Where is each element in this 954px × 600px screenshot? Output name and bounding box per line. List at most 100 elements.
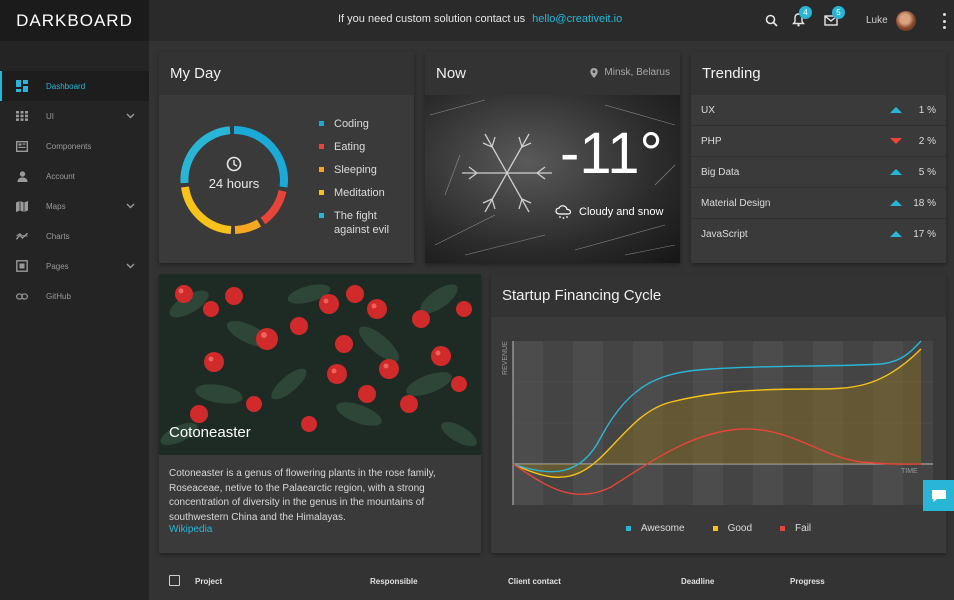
sidebar-item-label: Dashboard: [46, 81, 86, 91]
legend-item: Meditation: [319, 186, 399, 200]
trending-row[interactable]: JavaScript 17 %: [691, 219, 946, 250]
trending-label: Material Design: [701, 197, 771, 209]
trending-row[interactable]: Material Design 18 %: [691, 188, 946, 219]
contact-text: If you need custom solution contact us: [338, 13, 526, 25]
grid-icon: [16, 110, 28, 122]
sidebar-item-label: Components: [46, 141, 92, 151]
trending-title: Trending: [691, 52, 946, 95]
chart-icon: [16, 230, 28, 242]
sidebar-item-github[interactable]: GitHub: [0, 281, 149, 311]
column-header-responsible[interactable]: Responsible: [370, 577, 418, 586]
sidebar-item-account[interactable]: Account: [0, 161, 149, 191]
contact-banner: If you need custom solution contact us h…: [338, 13, 622, 25]
sidebar-item-dashboard[interactable]: Dashboard: [0, 71, 149, 101]
trending-pct: 18 %: [913, 198, 936, 209]
sidebar-item-maps[interactable]: Maps: [0, 191, 149, 221]
financing-line-chart: REVENUE TIME Awesome Good Fail: [491, 317, 946, 553]
plant-description: Cotoneaster is a genus of flowering plan…: [169, 468, 436, 523]
weather-title: Now: [425, 52, 680, 95]
trend-up-icon: [890, 231, 902, 237]
sidebar-item-components[interactable]: Components: [0, 131, 149, 161]
chevron-down-icon: [123, 199, 137, 213]
sidebar-item-ui[interactable]: UI: [0, 101, 149, 131]
trending-pct: 17 %: [913, 229, 936, 240]
chevron-down-icon: [123, 109, 137, 123]
select-all-checkbox[interactable]: [169, 575, 180, 586]
temperature-value: -11°: [560, 121, 663, 186]
chat-button[interactable]: [923, 480, 954, 511]
plant-title: Cotoneaster: [169, 424, 251, 441]
trending-row[interactable]: UX 1 %: [691, 95, 946, 126]
column-header-client-contact[interactable]: Client contact: [508, 577, 561, 586]
brand-logo[interactable]: DARKBOARD: [0, 0, 149, 41]
column-header-project[interactable]: Project: [195, 577, 223, 586]
contact-email-link[interactable]: hello@creativeit.io: [532, 13, 623, 25]
trending-pct: 1 %: [918, 105, 936, 116]
donut-center-label: 24 hours: [209, 176, 260, 191]
messages-badge: 5: [832, 6, 845, 19]
search-icon[interactable]: [763, 12, 779, 28]
my-day-title: My Day: [159, 52, 414, 95]
avatar[interactable]: [896, 11, 916, 31]
map-icon: [16, 200, 28, 212]
location-label: Minsk, Belarus: [590, 67, 670, 78]
column-header-progress[interactable]: Progress: [790, 577, 825, 586]
startup-financing-card: Startup Financing Cycle REVENUE TIME Awe…: [491, 274, 946, 553]
sidebar-item-label: GitHub: [46, 291, 71, 301]
awesome-series-line: [512, 340, 922, 473]
trend-up-icon: [890, 169, 902, 175]
more-menu-icon[interactable]: [939, 13, 949, 29]
legend-item: Sleeping: [319, 163, 399, 177]
trending-label: PHP: [701, 135, 722, 147]
notifications-badge: 4: [799, 6, 812, 19]
legend-item: The fight against evil: [319, 209, 399, 237]
link-icon: [16, 290, 28, 302]
notifications-bell-icon[interactable]: 4: [790, 6, 812, 28]
legend-item[interactable]: Fail: [780, 523, 811, 534]
legend-item[interactable]: Awesome: [625, 523, 685, 534]
trending-row[interactable]: PHP 2 %: [691, 126, 946, 157]
projects-table-header: Project Responsible Client contact Deadl…: [159, 564, 946, 600]
weather-card: Now Minsk, Belarus -11°: [425, 52, 680, 263]
chart-legend: Awesome Good Fail: [491, 523, 946, 534]
sidebar-item-label: Charts: [46, 231, 70, 241]
legend-item: Eating: [319, 140, 399, 154]
legend-item[interactable]: Good: [712, 523, 752, 534]
chart-y-axis-label: REVENUE: [502, 341, 509, 375]
cotoneaster-photo: Cotoneaster: [159, 274, 481, 455]
user-icon: [16, 170, 28, 182]
trending-pct: 2 %: [918, 136, 936, 147]
trending-list: UX 1 % PHP 2 % Big Data 5 % Material Des…: [691, 95, 946, 250]
chevron-down-icon: [123, 259, 137, 273]
trending-label: UX: [701, 104, 715, 116]
sidebar-item-charts[interactable]: Charts: [0, 221, 149, 251]
trending-row[interactable]: Big Data 5 %: [691, 157, 946, 188]
top-bar: DARKBOARD If you need custom solution co…: [0, 0, 954, 41]
fail-series-line: [512, 428, 922, 496]
sidebar-item-pages[interactable]: Pages: [0, 251, 149, 281]
sidebar-item-label: Maps: [46, 201, 66, 211]
startup-financing-title: Startup Financing Cycle: [491, 274, 946, 317]
components-icon: [16, 140, 28, 152]
sidebar-item-label: Pages: [46, 261, 69, 271]
user-name[interactable]: Luke: [866, 15, 888, 26]
weather-condition: Cloudy and snow: [555, 205, 663, 219]
trending-label: Big Data: [701, 166, 740, 178]
my-day-donut-chart: 24 hours: [180, 126, 288, 234]
trending-pct: 5 %: [918, 167, 936, 178]
sidebar-nav: Dashboard UI Components Account Maps: [0, 71, 149, 311]
pages-icon: [16, 260, 28, 272]
sidebar-item-label: Account: [46, 171, 75, 181]
plant-card: Cotoneaster Cotoneaster is a genus of fl…: [159, 274, 481, 553]
sidebar: Dashboard UI Components Account Maps: [0, 41, 149, 600]
messages-envelope-icon[interactable]: 5: [823, 6, 845, 28]
legend-item: Coding: [319, 117, 399, 131]
location-pin-icon: [590, 67, 599, 78]
cloud-snow-icon: [555, 205, 572, 219]
chat-bubble-icon: [931, 489, 946, 502]
trend-down-icon: [890, 138, 902, 144]
wikipedia-link[interactable]: Wikipedia: [169, 524, 213, 535]
trend-up-icon: [890, 200, 902, 206]
trending-label: JavaScript: [701, 229, 748, 240]
column-header-deadline[interactable]: Deadline: [681, 577, 715, 586]
